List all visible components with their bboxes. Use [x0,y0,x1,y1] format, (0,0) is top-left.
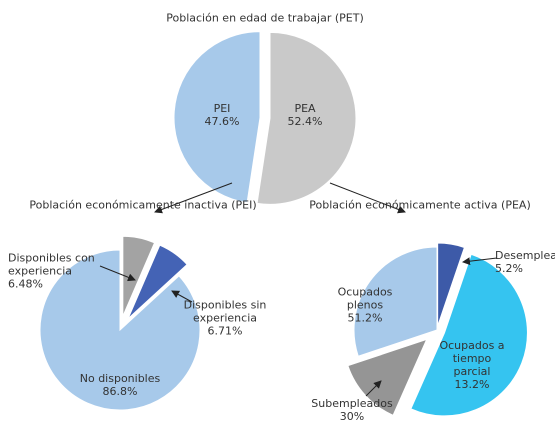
pie-slice [256,31,357,205]
category-label: Desempleados [495,249,555,262]
value-label: 6.71% [207,324,243,338]
value-label: 30% [339,410,365,423]
slice-label: Disponibles con experiencia 6.48% [8,252,106,291]
arrow [154,182,233,214]
value-label: 13.2% [454,378,490,391]
value-label: 6.48% [8,277,43,291]
arrow [365,380,382,397]
slice-label: Disponibles sin experiencia 6.71% [180,299,270,338]
chart-title: Población económicamente inactiva (PEI) [29,198,257,212]
slice-label: Subempleados 30% [307,397,397,423]
value-label: 51.2% [347,311,383,325]
value-label: 47.6% [204,115,240,128]
arrow [462,257,498,266]
pie-slice [39,249,201,411]
pie-slice [353,246,438,357]
slice-label: PEI 47.6% [192,102,252,128]
pie-slice [173,31,261,204]
category-label: Disponibles con experiencia [8,251,95,278]
chart-title: Población en edad de trabajar (PET) [166,11,364,25]
slice-label: PEA 52.4% [275,102,335,128]
chart-title: Población económicamente activa (PEA) [309,198,531,212]
category-label: PEA [294,102,316,115]
pie-slice [127,244,188,319]
value-label: 52.4% [287,115,323,128]
category-label: Ocupados plenos [337,285,393,312]
arrow [171,290,193,303]
pie-slice [347,338,428,416]
arrow [99,265,136,282]
category-label: No disponibles [79,372,161,385]
slice-label: Desempleados5.2% [495,249,555,275]
pie-slice [437,242,466,327]
category-label: Ocupados a tiempo parcial [439,339,505,378]
category-label: Subempleados [311,397,393,410]
arrows [99,182,498,397]
pie-slice [410,253,528,417]
category-label: Disponibles sin experiencia [183,298,267,325]
category-label: PEI [213,102,231,115]
slice-label: No disponibles 86.8% [65,372,175,398]
value-label: 5.2% [495,262,523,275]
arrow [329,182,406,214]
slice-label: Ocupados a tiempo parcial 13.2% [437,339,507,391]
pie-slice [122,235,156,317]
value-label: 86.8% [102,385,138,398]
slice-label: Ocupados plenos 51.2% [325,286,405,325]
